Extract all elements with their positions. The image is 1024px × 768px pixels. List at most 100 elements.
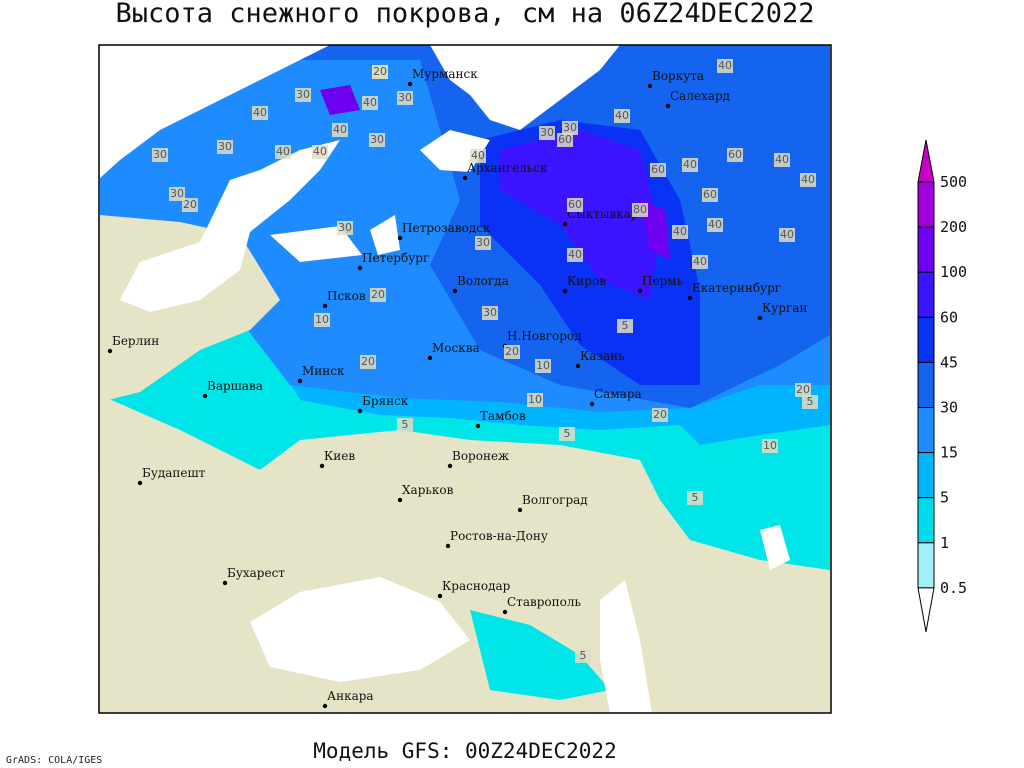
city-label: Киев — [324, 449, 355, 463]
city-label: Курган — [762, 301, 807, 315]
city-label: Самара — [594, 387, 642, 401]
city-label: Воронеж — [452, 449, 509, 463]
city-label: Казань — [580, 349, 625, 363]
contour-label: 30 — [540, 126, 554, 139]
contour-label: 20 — [653, 408, 667, 421]
map — [99, 45, 831, 713]
legend-swatch — [917, 407, 935, 454]
city-label: Харьков — [402, 483, 454, 497]
contour-label-box — [795, 383, 811, 397]
city-dot — [137, 480, 143, 486]
contour-label-box — [567, 198, 583, 212]
city-dot — [462, 175, 468, 181]
contour-label-box — [475, 236, 491, 250]
city-label: Сыктывкар — [567, 207, 639, 221]
city-dot — [407, 81, 413, 87]
contour-label-box — [397, 418, 413, 432]
contour-label: 40 — [568, 248, 582, 261]
contour-label-box — [672, 225, 688, 239]
contour-label: 40 — [276, 145, 290, 158]
contour-label-box — [397, 91, 413, 105]
legend-swatch — [917, 452, 935, 499]
contour-label: 5 — [622, 319, 629, 332]
contour-label: 5 — [692, 491, 699, 504]
contour-label: 40 — [708, 218, 722, 231]
contour-label-box — [370, 288, 386, 302]
city-label: Петербург — [362, 251, 429, 265]
contour-label: 5 — [402, 418, 409, 431]
contour-label: 40 — [683, 158, 697, 171]
contour-label: 40 — [780, 228, 794, 241]
legend-label: 60 — [940, 308, 958, 326]
contour-label-box — [527, 393, 543, 407]
city-dot — [297, 378, 303, 384]
contour-label: 30 — [218, 140, 232, 153]
credit: GrADS: COLA/IGES — [6, 755, 102, 766]
contour-label-box — [707, 218, 723, 232]
city-dot — [452, 288, 458, 294]
contour-label-box — [332, 123, 348, 137]
city-dot — [502, 609, 508, 615]
contour-label-box — [557, 133, 573, 147]
contour-label: 40 — [673, 225, 687, 238]
city-dot — [322, 703, 328, 709]
contour-label: 60 — [703, 188, 717, 201]
contour-label: 10 — [528, 393, 542, 406]
contour-label-box — [687, 491, 703, 505]
contour-label-box — [562, 121, 578, 135]
contour-label: 40 — [775, 153, 789, 166]
city-dot — [447, 463, 453, 469]
contour-label: 30 — [398, 91, 412, 104]
contour-label-box — [152, 148, 168, 162]
legend-top-arrow — [917, 139, 935, 183]
model-caption: Модель GFS: 00Z24DEC2022 — [313, 739, 616, 763]
city-label: Будапешт — [142, 466, 206, 480]
city-label: Мурманск — [412, 67, 478, 81]
city-label: Салехард — [670, 89, 730, 103]
contour-label-box — [800, 173, 816, 187]
city-dot — [757, 315, 763, 321]
city-dot — [562, 288, 568, 294]
city-label: Киров — [567, 274, 606, 288]
contour-label: 20 — [183, 198, 197, 211]
contour-label: 40 — [615, 109, 629, 122]
city-label: Вологда — [457, 274, 509, 288]
contour-label: 30 — [338, 221, 352, 234]
legend-swatch — [917, 271, 935, 318]
contour-label: 40 — [253, 106, 267, 119]
contour-label-box — [169, 187, 185, 201]
contour-label: 20 — [796, 383, 810, 396]
contour-label: 5 — [564, 427, 571, 440]
contour-label: 5 — [580, 649, 587, 662]
contour-label: 20 — [361, 355, 375, 368]
contour-label: 20 — [505, 345, 519, 358]
city-label: Воркута — [652, 69, 704, 83]
contour-label-box — [369, 133, 385, 147]
legend-swatch — [917, 542, 935, 589]
contour-label-box — [539, 126, 555, 140]
contour-label-box — [575, 649, 591, 663]
city-label: Бухарест — [227, 566, 285, 580]
city-label: Ставрополь — [507, 595, 581, 609]
contour-label-box — [802, 395, 818, 409]
contour-label-box — [275, 145, 291, 159]
contour-label-box — [652, 408, 668, 422]
contour-label-box — [182, 198, 198, 212]
contour-label-box — [617, 319, 633, 333]
contour-label: 30 — [563, 121, 577, 134]
city-dot — [322, 303, 328, 309]
legend-swatch — [917, 181, 935, 228]
contour-label: 40 — [363, 96, 377, 109]
contour-label-box — [482, 306, 498, 320]
city-dot — [665, 103, 671, 109]
city-label: Москва — [432, 341, 480, 355]
contour-label-box — [702, 188, 718, 202]
contour-label: 30 — [170, 187, 184, 200]
city-dot — [427, 355, 433, 361]
city-dot — [445, 543, 451, 549]
city-dot — [637, 288, 643, 294]
contour-label-box — [632, 203, 648, 217]
contour-label-box — [717, 59, 733, 73]
contour-label-box — [252, 106, 268, 120]
